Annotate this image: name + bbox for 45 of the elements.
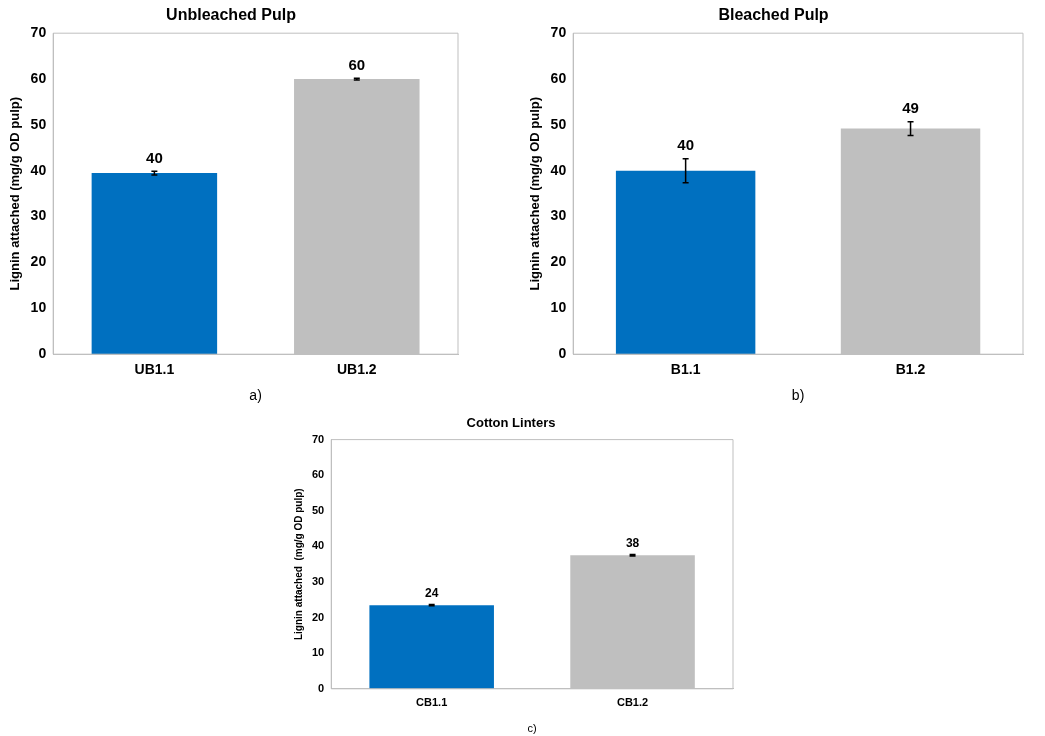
chart-title: Cotton Linters	[466, 415, 556, 431]
y-tick-label: 60	[30, 69, 47, 86]
y-axis-title: Lignin attached (mg/g OD pulp)	[527, 96, 543, 291]
x-tick-label: UB1.1	[134, 361, 175, 378]
x-tick-label: B1.2	[895, 361, 926, 378]
y-tick-label: 60	[311, 468, 325, 481]
data-label: 24	[425, 585, 439, 600]
text: a)	[249, 386, 262, 403]
y-tick-label: 20	[311, 610, 325, 623]
chart-title: Unbleached Pulp	[166, 6, 297, 24]
chart-title: Bleached Pulp	[718, 6, 829, 24]
y-tick-label: 50	[550, 115, 567, 132]
x-tick-label: CB1.2	[616, 696, 649, 709]
data-label: 49	[902, 99, 919, 117]
x-tick-label: UB1.2	[336, 361, 377, 378]
data-label: 40	[146, 148, 163, 166]
y-tick-label: 50	[311, 503, 325, 516]
data-label: 38	[625, 535, 640, 550]
y-tick-label: 20	[550, 253, 567, 270]
x-tick-label: CB1.1	[416, 696, 448, 709]
y-tick-label: 0	[38, 345, 47, 362]
y-tick-label: 30	[550, 207, 567, 224]
y-tick-label: 60	[550, 69, 567, 86]
y-tick-label: 50	[30, 115, 47, 132]
y-tick-label: 10	[311, 646, 325, 659]
y-tick-label: 70	[30, 24, 47, 41]
y-axis-title: Lignin attached (mg/g OD pulp)	[292, 488, 304, 641]
y-tick-label: 0	[558, 345, 567, 362]
y-tick-label: 70	[550, 24, 567, 41]
data-label: 60	[348, 55, 366, 73]
x-tick-label: B1.1	[670, 361, 701, 378]
text: b)	[791, 386, 805, 403]
text: c)	[527, 721, 537, 734]
y-tick-label: 0	[318, 681, 325, 694]
y-tick-label: 70	[311, 432, 325, 445]
data-label: 40	[677, 136, 694, 154]
y-tick-label: 20	[30, 253, 47, 270]
y-tick-label: 40	[550, 161, 567, 178]
y-tick-label: 30	[30, 207, 47, 224]
y-axis-title: Lignin attached (mg/g OD pulp)	[7, 96, 23, 291]
y-tick-label: 30	[311, 575, 325, 588]
y-tick-label: 10	[30, 299, 47, 316]
y-tick-label: 40	[30, 161, 47, 178]
y-tick-label: 40	[311, 539, 325, 552]
y-tick-label: 10	[550, 299, 567, 316]
